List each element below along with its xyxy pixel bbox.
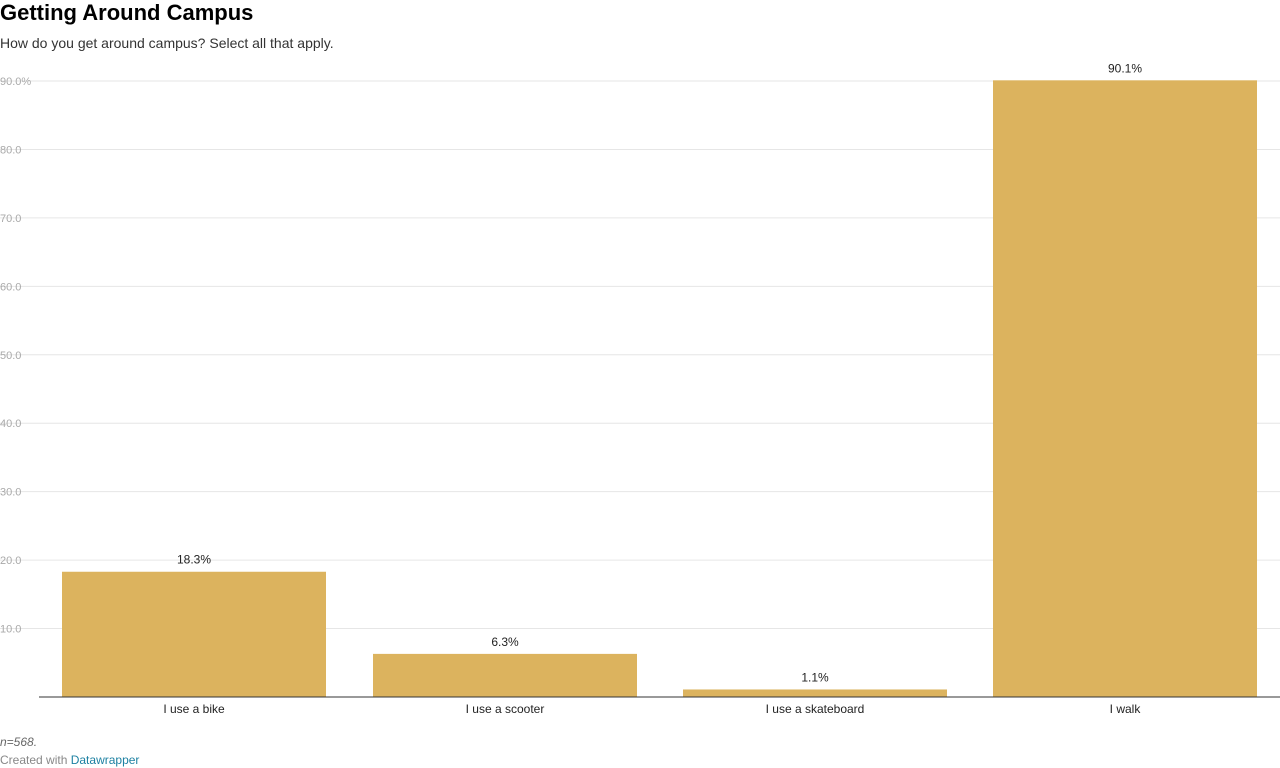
chart-notes: n=568. xyxy=(0,735,38,749)
y-tick-label: 70.0 xyxy=(0,213,21,225)
bar xyxy=(373,653,637,697)
y-tick-label: 30.0 xyxy=(0,487,21,499)
bars xyxy=(62,80,1257,697)
y-tick-label: 60.0 xyxy=(0,281,21,293)
bar-value-label: 18.3% xyxy=(177,553,211,567)
y-tick-label: 50.0 xyxy=(0,350,21,362)
category-label: I use a scooter xyxy=(466,702,545,716)
y-tick-label: 40.0 xyxy=(0,418,21,430)
chart-subtitle: How do you get around campus? Select all… xyxy=(0,35,334,51)
chart-title: Getting Around Campus xyxy=(0,0,254,25)
datawrapper-link[interactable]: Datawrapper xyxy=(70,753,140,767)
category-label: I use a bike xyxy=(163,702,225,716)
chart-credit: Created with Datawrapper xyxy=(0,753,139,768)
bar xyxy=(62,571,326,697)
bar-value-label: 1.1% xyxy=(801,670,829,684)
y-tick-label: 10.0 xyxy=(0,624,21,636)
bar-value-label: 6.3% xyxy=(491,635,519,649)
credit-prefix: Created with xyxy=(0,753,68,767)
bar-chart: 10.0 20.0 30.0 40.0 50.0 60.0 70.0 80.0 90.0% 18… xyxy=(0,61,1280,716)
y-tick-label: 20.0 xyxy=(0,555,21,567)
bar-value-label: 90.1% xyxy=(1108,61,1142,75)
bar xyxy=(993,80,1257,697)
y-tick-label: 80.0 xyxy=(0,144,21,156)
category-label: I use a skateboard xyxy=(766,702,865,716)
labels: 18.3% I use a bike 6.3% I use a scooter 1.1%… xyxy=(39,61,1280,716)
bar xyxy=(683,689,947,697)
y-tick-label: 90.0% xyxy=(0,76,31,88)
category-label: I walk xyxy=(1110,702,1142,716)
